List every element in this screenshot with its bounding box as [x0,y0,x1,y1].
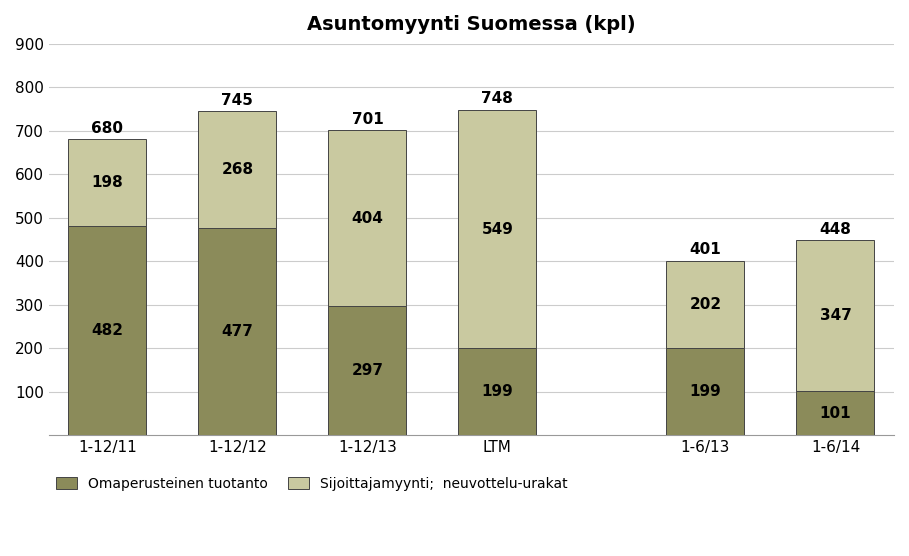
Bar [666,349,744,435]
Text: 482: 482 [92,322,124,337]
Title: Asuntomyynti Suomessa (kpl): Asuntomyynti Suomessa (kpl) [307,15,635,34]
Text: 748: 748 [482,91,514,106]
Bar [328,130,406,306]
Text: 404: 404 [352,211,384,226]
Text: 198: 198 [92,175,124,190]
Bar [458,110,536,349]
Text: 347: 347 [820,308,852,323]
Bar [796,240,874,391]
Text: 199: 199 [482,384,514,399]
Text: 680: 680 [92,121,124,136]
Text: 745: 745 [222,93,254,108]
Text: 199: 199 [690,384,722,399]
Bar [198,111,276,228]
Text: 202: 202 [689,297,722,312]
Text: 477: 477 [222,324,254,339]
Bar [328,306,406,435]
Text: 549: 549 [482,222,514,237]
Legend: Omaperusteinen tuotanto, Sijoittajamyynti;  neuvottelu-urakat: Omaperusteinen tuotanto, Sijoittajamyynt… [55,476,568,490]
Text: 101: 101 [820,405,852,420]
Text: 701: 701 [352,112,384,127]
Bar [458,349,536,435]
Text: 268: 268 [221,162,254,177]
Bar [68,140,146,226]
Bar [198,228,276,435]
Bar [666,261,744,349]
Bar [68,226,146,435]
Text: 448: 448 [820,222,852,237]
Text: 297: 297 [352,363,384,378]
Text: 401: 401 [690,242,722,257]
Bar [796,391,874,435]
